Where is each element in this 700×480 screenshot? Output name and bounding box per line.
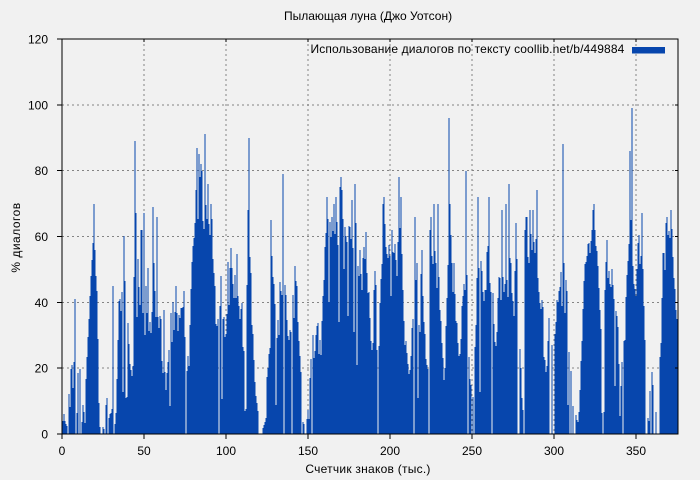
svg-text:Счетчик знаков (тыс.): Счетчик знаков (тыс.) xyxy=(305,462,430,476)
svg-text:50: 50 xyxy=(137,444,151,458)
svg-text:% диалогов: % диалогов xyxy=(9,202,23,272)
svg-text:80: 80 xyxy=(35,164,49,178)
svg-text:0: 0 xyxy=(41,428,48,442)
svg-text:200: 200 xyxy=(380,444,400,458)
svg-text:Пылающая луна (Джо Уотсон): Пылающая луна (Джо Уотсон) xyxy=(284,9,452,23)
svg-text:0: 0 xyxy=(59,444,66,458)
svg-text:100: 100 xyxy=(216,444,236,458)
svg-text:250: 250 xyxy=(462,444,482,458)
svg-text:150: 150 xyxy=(298,444,318,458)
svg-text:20: 20 xyxy=(35,362,49,376)
svg-text:40: 40 xyxy=(35,296,49,310)
svg-text:120: 120 xyxy=(28,33,48,47)
svg-text:60: 60 xyxy=(35,230,49,244)
svg-text:350: 350 xyxy=(626,444,646,458)
svg-text:300: 300 xyxy=(544,444,564,458)
svg-text:100: 100 xyxy=(28,98,48,112)
svg-text:Использование диалогов по текс: Использование диалогов по тексту coollib… xyxy=(310,42,624,56)
